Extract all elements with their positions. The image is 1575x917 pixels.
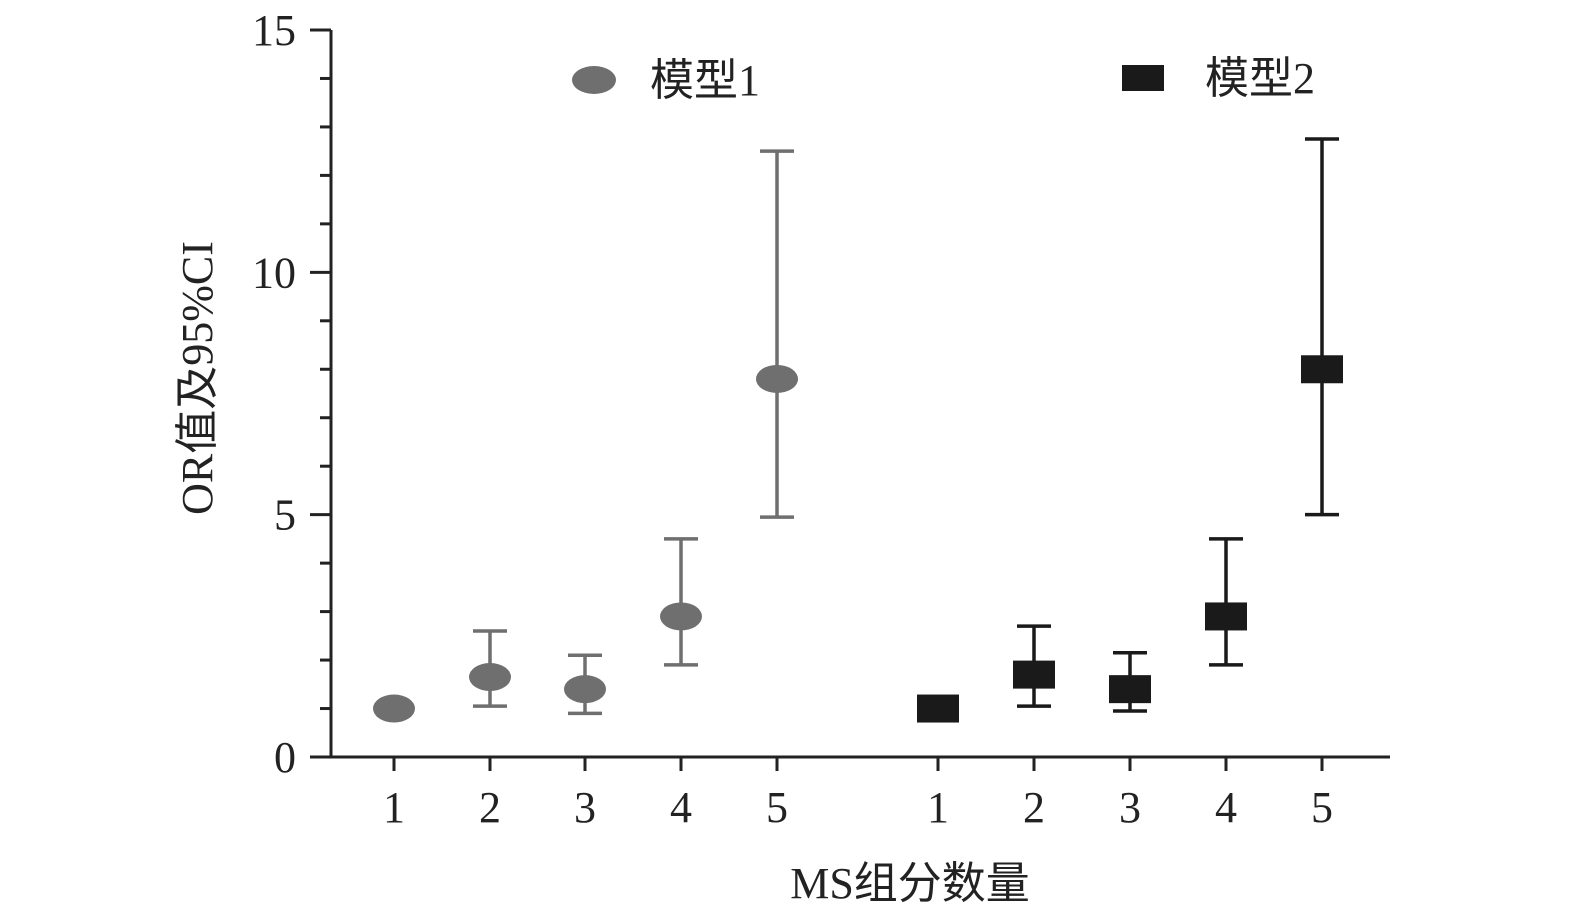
x-tick-label: 1 bbox=[383, 783, 405, 832]
x-tick-label: 3 bbox=[574, 783, 596, 832]
x-tick-label: 2 bbox=[479, 783, 501, 832]
legend-item: 模型2 bbox=[1122, 54, 1315, 103]
x-tick-label: 4 bbox=[1215, 783, 1237, 832]
y-tick-label: 5 bbox=[274, 491, 296, 540]
plot-marks bbox=[373, 137, 1343, 723]
x-tick-label: 1 bbox=[927, 783, 949, 832]
legend-item: 模型1 bbox=[572, 56, 760, 105]
data-point bbox=[469, 663, 511, 692]
data-point bbox=[660, 602, 702, 631]
data-point bbox=[756, 364, 798, 393]
data-point bbox=[564, 675, 606, 704]
error-bar bbox=[1305, 137, 1339, 517]
y-tick-label: 15 bbox=[252, 6, 296, 55]
x-tick-label: 5 bbox=[1311, 783, 1333, 832]
legend-label: 模型2 bbox=[1205, 54, 1315, 103]
y-tick-label: 10 bbox=[252, 248, 296, 297]
data-point bbox=[1109, 675, 1151, 704]
legend: 模型1 模型2 bbox=[572, 54, 1315, 105]
legend-marker bbox=[572, 66, 616, 94]
x-axis-title: MS组分数量 bbox=[790, 859, 1030, 908]
data-point bbox=[373, 694, 415, 723]
error-bar bbox=[664, 537, 698, 667]
x-tick-label: 4 bbox=[670, 783, 692, 832]
x-tick-label: 2 bbox=[1023, 783, 1045, 832]
data-point bbox=[1205, 602, 1247, 631]
x-tick-label: 5 bbox=[766, 783, 788, 832]
axes: 0 5 10 15 1 2 3 4 5 1 2 3 4 5 bbox=[252, 6, 1390, 832]
y-tick-label: 0 bbox=[274, 733, 296, 782]
data-point bbox=[1301, 355, 1343, 384]
error-bar bbox=[760, 149, 794, 519]
x-tick-label: 3 bbox=[1119, 783, 1141, 832]
legend-marker bbox=[1122, 65, 1164, 91]
data-point bbox=[1013, 660, 1055, 689]
y-axis-title: OR值及95%CI bbox=[173, 241, 222, 515]
error-bar bbox=[1209, 537, 1243, 667]
data-point bbox=[917, 694, 959, 723]
legend-label: 模型1 bbox=[650, 56, 760, 105]
